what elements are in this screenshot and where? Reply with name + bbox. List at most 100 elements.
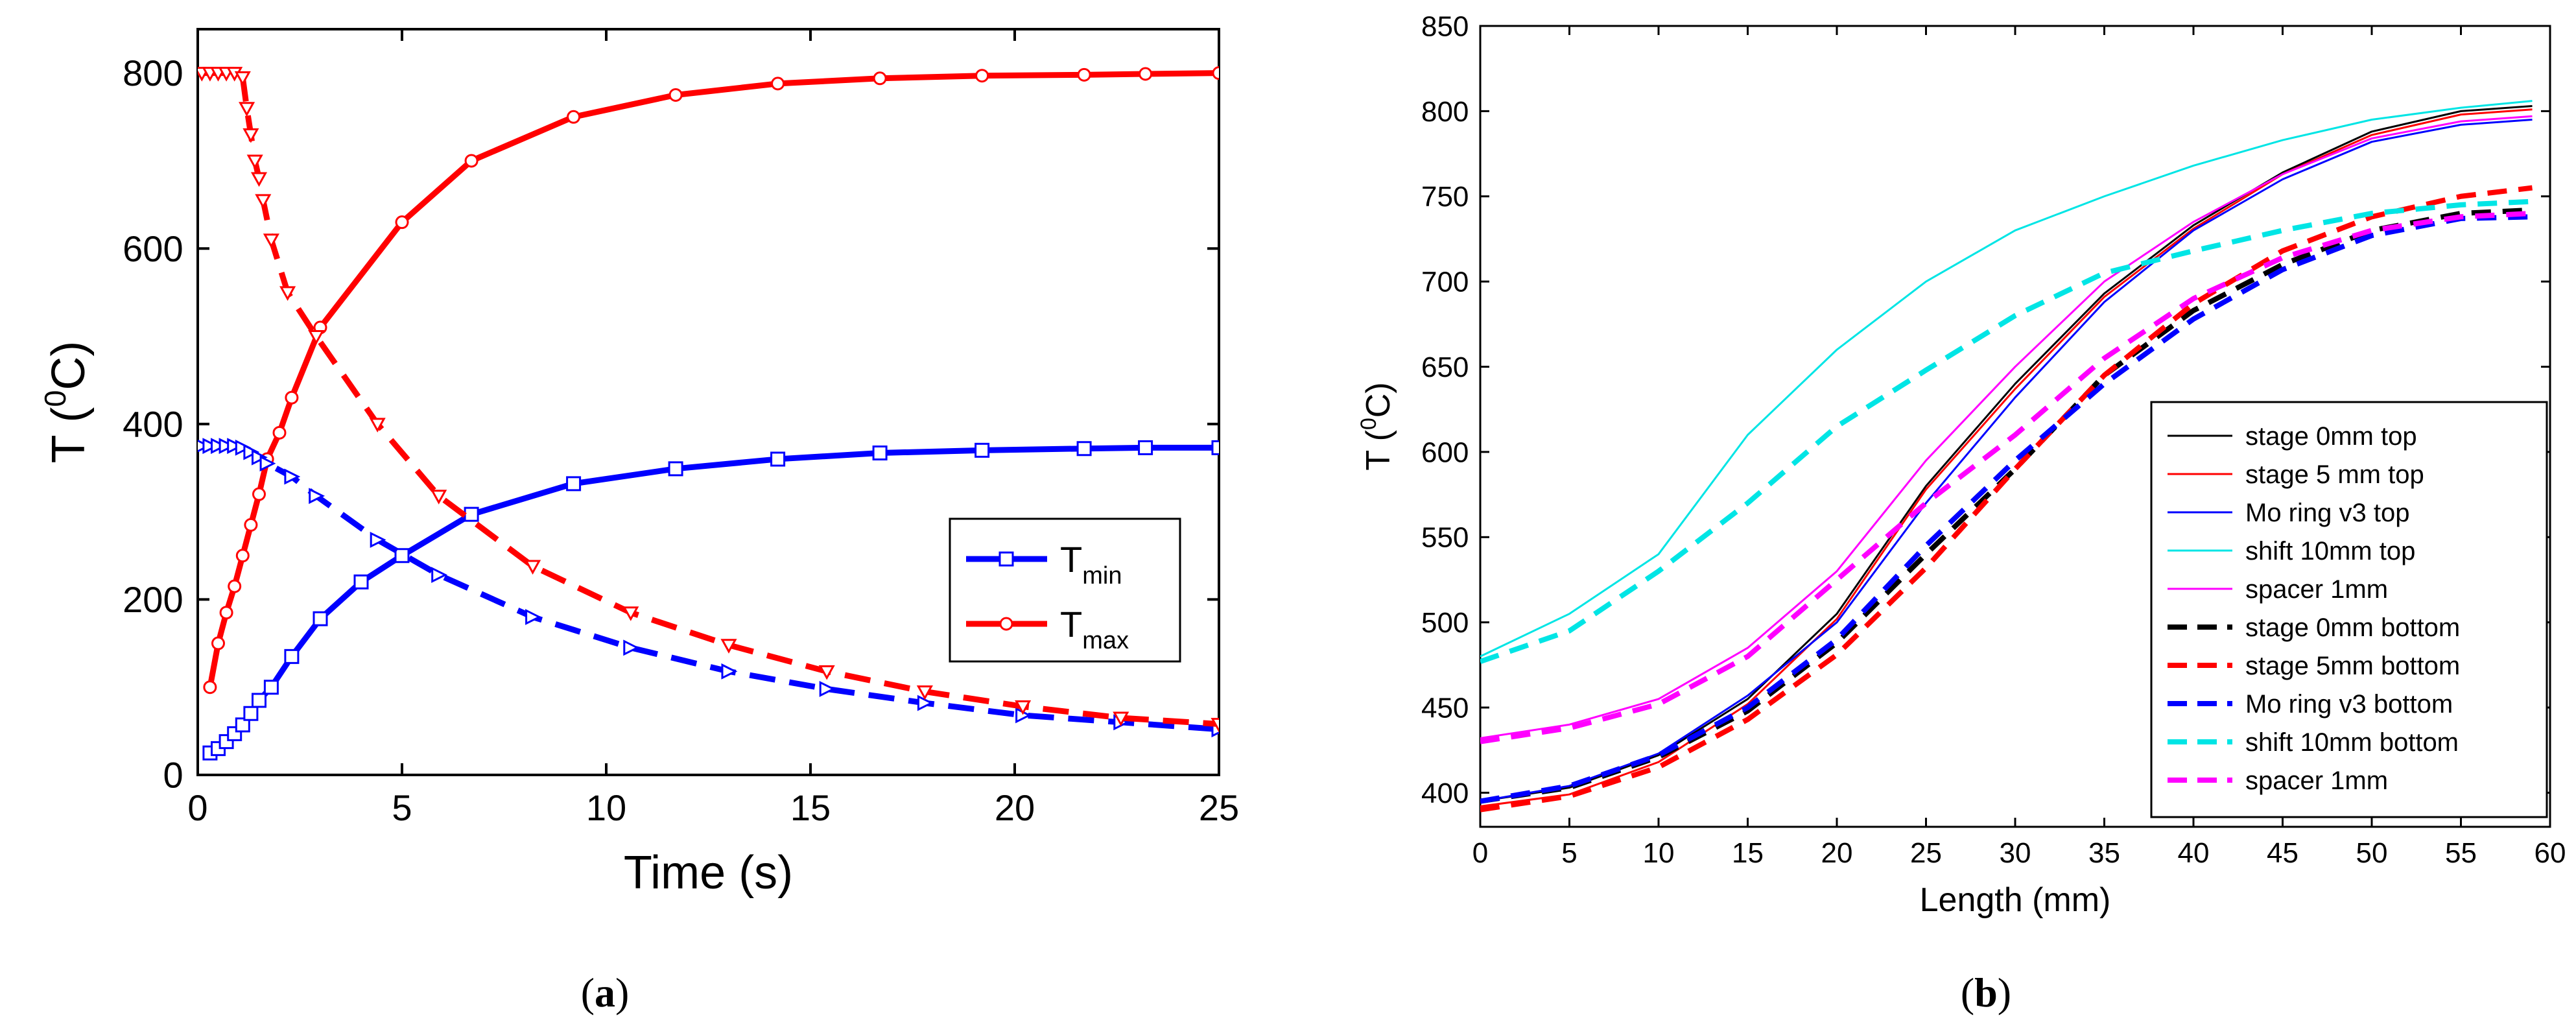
y-tick-label: 400 [1421,778,1469,809]
legend-a: Tmin Tmax [949,517,1181,663]
data-point [309,488,325,505]
x-tick-label: 10 [1643,837,1675,869]
y-tick-label: 750 [1421,181,1469,213]
data-point [1138,440,1153,455]
legend-label: shift 10mm bottom [2245,728,2459,757]
chart-a: 0 5 10 15 20 25 0 200 400 600 800 Time (s) T (0C) Tmi… [38,28,1239,899]
data-point [252,487,266,501]
legend-label: spacer 1mm [2245,766,2388,795]
x-tick-label: 35 [2088,837,2120,869]
series-line-0 [1480,105,2533,803]
x-tick-label: 5 [1561,837,1577,869]
data-point [1211,718,1219,733]
data-point [259,455,276,472]
x-tick-label: 55 [2445,837,2477,869]
data-point [566,476,582,492]
x-axis-label: Time (s) [624,847,793,899]
series-line-9 [1480,211,2533,744]
data-point [975,442,990,458]
data-point [623,639,640,656]
data-point [252,693,266,708]
data-point [285,390,299,405]
legend-label: stage 0mm bottom [2245,613,2460,642]
data-point [721,663,738,680]
series-line-7 [1480,214,2533,804]
data-point [819,680,836,697]
data-point [202,438,219,455]
data-point [308,330,325,345]
series-line-2 [1480,119,2533,803]
data-point [239,102,255,117]
data-point [203,680,217,695]
data-point [244,517,258,532]
series-line-1 [1480,108,2533,807]
data-point [770,451,786,467]
y-tick-label: 500 [1421,607,1469,639]
data-point [263,680,279,695]
data-point [431,567,448,583]
plot-area-a [198,66,1219,761]
legend-box [949,517,1181,663]
data-point [395,215,409,230]
legend-label: stage 0mm top [2245,422,2417,451]
data-point [228,579,242,593]
plot-frame [196,28,1220,776]
data-point [219,606,233,620]
data-point [818,665,835,680]
data-point [622,606,639,621]
y-tick-label: 0 [163,755,183,796]
y-tick-label: 600 [1421,436,1469,468]
data-point [313,611,328,626]
data-point [284,648,300,664]
data-point [1077,67,1091,82]
data-point [353,574,369,589]
x-axis-label: Length (mm) [1920,881,2111,919]
x-tick-label: 0 [1472,837,1488,869]
x-tick-label: 25 [1199,787,1239,828]
data-point [916,685,933,700]
data-point [370,531,386,548]
y-tick-label: 550 [1421,522,1469,554]
data-point [1211,440,1219,455]
legend-label: stage 5mm bottom [2245,652,2460,680]
y-tick-label: 600 [123,228,183,269]
data-point [252,449,268,466]
data-point [1113,711,1129,727]
data-point [1076,441,1092,457]
data-point [242,128,259,143]
legend-label: shift 10mm top [2245,537,2415,565]
series-line-6 [1480,185,2533,813]
x-tick-label: 50 [2356,837,2388,869]
data-point [211,636,225,650]
data-point [464,506,479,522]
series-line-4 [1480,115,2533,739]
data-point [243,706,259,721]
legend-label: Mo ring v3 bottom [2245,690,2453,719]
x-tick-label: 5 [392,787,412,828]
y-tick-label: 400 [123,403,183,444]
panel-label-b: (b) [1961,969,2011,1016]
data-point [235,549,250,563]
legend-label: Mo ring v3 top [2245,499,2409,527]
data-point [1212,66,1219,80]
x-tick-label: 15 [790,787,831,828]
y-tick-label: 800 [123,53,183,93]
x-tick-label: 20 [1821,837,1853,869]
data-point [975,69,989,83]
data-point [464,154,479,168]
data-point [279,286,296,301]
legend-label: stage 5 mm top [2245,460,2424,489]
data-point [263,233,279,248]
plot-area-b [1480,100,2533,813]
y-tick-label: 800 [1421,96,1469,128]
data-point [272,425,287,440]
data-point [525,609,541,625]
data-point [567,110,581,124]
y-axis-label: T (0C) [38,341,95,464]
data-point [211,438,227,455]
legend-label: spacer 1mm [2245,575,2388,604]
x-tick-label: 0 [187,787,207,828]
data-point [255,194,272,209]
data-point [246,154,263,170]
data-point [872,445,888,460]
